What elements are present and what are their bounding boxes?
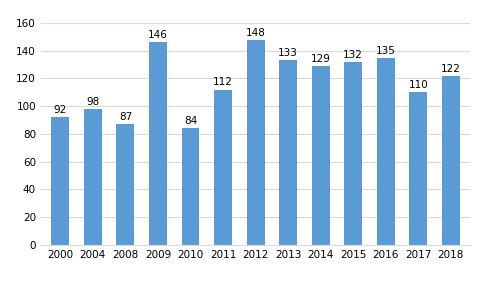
Bar bbox=[409, 92, 427, 245]
Text: 84: 84 bbox=[184, 116, 197, 126]
Bar bbox=[149, 42, 167, 245]
Bar bbox=[117, 124, 134, 245]
Text: 98: 98 bbox=[86, 97, 99, 107]
Text: 112: 112 bbox=[213, 77, 233, 88]
Bar bbox=[312, 66, 330, 245]
Text: 132: 132 bbox=[343, 50, 363, 60]
Bar bbox=[247, 40, 264, 245]
Bar bbox=[51, 117, 69, 245]
Text: 87: 87 bbox=[119, 112, 132, 122]
Bar bbox=[377, 58, 395, 245]
Text: 133: 133 bbox=[278, 48, 298, 58]
Bar bbox=[84, 109, 102, 245]
Text: 146: 146 bbox=[148, 30, 168, 40]
Bar bbox=[279, 60, 297, 245]
Text: 148: 148 bbox=[246, 28, 265, 38]
Text: 129: 129 bbox=[311, 54, 331, 64]
Bar bbox=[442, 76, 460, 245]
Bar bbox=[214, 90, 232, 245]
Bar bbox=[344, 62, 362, 245]
Text: 92: 92 bbox=[54, 105, 67, 115]
Bar bbox=[181, 128, 200, 245]
Text: 135: 135 bbox=[376, 46, 396, 56]
Text: 110: 110 bbox=[408, 80, 428, 90]
Text: 122: 122 bbox=[441, 64, 461, 74]
